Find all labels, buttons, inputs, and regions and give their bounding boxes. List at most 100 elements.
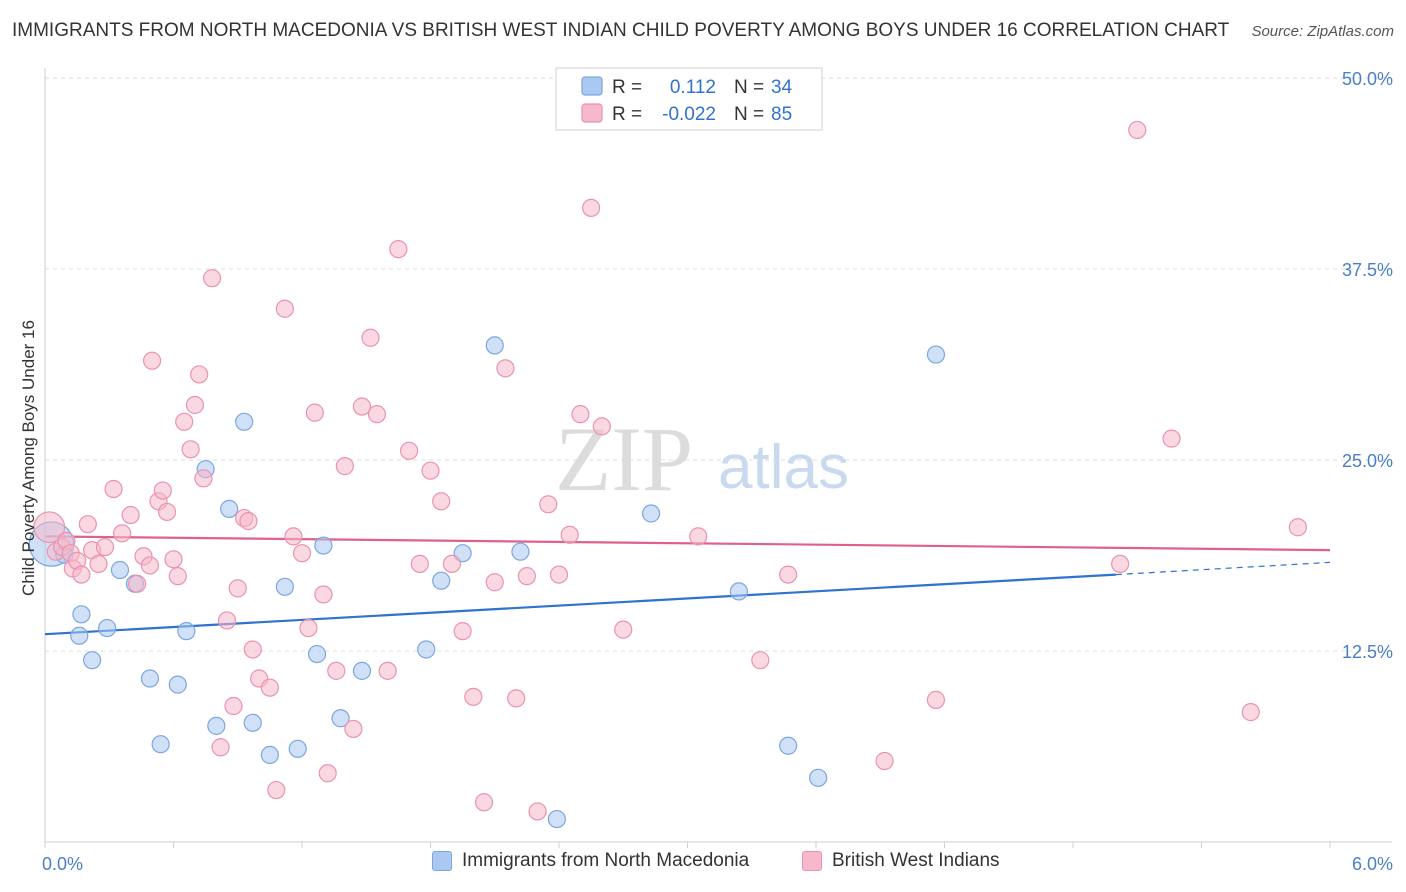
data-point-pink — [399, 441, 419, 460]
data-point-pink — [327, 661, 346, 680]
data-point-pink — [367, 405, 387, 424]
data-point-pink — [121, 505, 140, 525]
data-point-pink — [142, 351, 162, 370]
stats-n-label: N = — [734, 104, 764, 125]
legend-swatch-blue — [432, 851, 452, 871]
data-point-pink — [1128, 120, 1147, 140]
data-point-pink — [89, 554, 108, 574]
data-point-pink — [689, 527, 708, 546]
data-point-pink — [299, 618, 318, 638]
data-point-blue — [352, 661, 372, 680]
legend-label: Immigrants from North Macedonia — [462, 850, 750, 871]
data-point-pink — [875, 751, 894, 771]
data-point-pink — [485, 573, 504, 592]
data-point-pink — [1111, 554, 1130, 574]
data-point-pink — [378, 661, 397, 680]
data-point-blue — [70, 626, 89, 645]
trend-line-blue — [44, 573, 1116, 636]
data-point-pink — [582, 198, 601, 217]
data-point-pink — [507, 689, 526, 708]
data-point-pink — [926, 690, 946, 709]
data-point-blue — [83, 651, 102, 670]
y-tick-label: 12.5% — [1342, 642, 1393, 662]
data-point-pink — [496, 359, 515, 378]
stats-n-value: 34 — [771, 77, 793, 98]
data-point-blue — [809, 768, 828, 787]
data-point-pink — [751, 651, 770, 670]
watermark-atlas: atlas — [718, 433, 849, 502]
data-point-blue — [235, 412, 254, 431]
data-point-blue — [926, 345, 946, 364]
data-point-pink — [361, 328, 380, 347]
data-point-blue — [417, 640, 436, 659]
data-point-pink — [33, 511, 66, 544]
data-point-blue — [307, 644, 327, 664]
data-point-blue — [243, 713, 262, 732]
stats-n-value: 85 — [771, 104, 792, 125]
data-point-pink — [164, 550, 183, 569]
stats-legend-swatch-blue — [581, 76, 603, 96]
data-point-pink — [157, 502, 177, 522]
legend-item-north-macedonia[interactable]: Immigrants from North Macedonia — [432, 850, 749, 872]
data-point-blue — [151, 735, 170, 754]
stats-n-label: N = — [734, 77, 764, 98]
data-point-pink — [217, 611, 237, 630]
data-point-pink — [335, 457, 354, 476]
stats-legend: R = 0.112 N = 34 R = -0.022 N = 85 — [555, 67, 823, 131]
data-point-pink — [202, 269, 222, 288]
trend-line-pink — [44, 535, 1331, 552]
data-point-blue — [511, 542, 530, 561]
data-point-pink — [175, 412, 194, 431]
source-credit: Source: ZipAtlas.com — [1251, 23, 1394, 40]
data-point-pink — [1288, 518, 1307, 537]
data-point-blue — [207, 716, 226, 735]
stats-r-label: R = — [612, 104, 642, 125]
data-point-blue — [432, 571, 451, 590]
x-tick-label: 6.0% — [1352, 854, 1393, 874]
data-point-pink — [181, 440, 200, 459]
chart-title: IMMIGRANTS FROM NORTH MACEDONIA VS BRITI… — [12, 20, 1230, 41]
data-point-pink — [453, 622, 472, 641]
data-point-pink — [194, 469, 213, 488]
data-point-blue — [779, 736, 798, 755]
data-point-blue — [331, 709, 350, 728]
data-point-pink — [571, 405, 590, 424]
data-point-pink — [779, 565, 798, 584]
data-point-pink — [517, 567, 536, 586]
data-point-pink — [275, 299, 294, 318]
data-point-blue — [168, 675, 187, 694]
data-point-blue — [260, 745, 279, 765]
data-point-pink — [539, 495, 558, 514]
data-points — [28, 120, 1307, 829]
stats-r-label: R = — [612, 77, 642, 98]
data-point-pink — [284, 527, 303, 546]
data-point-pink — [104, 479, 123, 499]
data-point-blue — [72, 605, 91, 624]
data-point-blue — [641, 504, 661, 523]
legend-item-british-west-indians[interactable]: British West Indians — [802, 850, 1000, 872]
data-point-blue — [547, 809, 566, 829]
data-point-pink — [267, 780, 286, 800]
data-point-pink — [112, 524, 132, 543]
data-point-pink — [592, 417, 611, 436]
data-point-blue — [314, 536, 333, 555]
tick-labels: 12.5% 25.0% 37.5% 50.0% 0.0% 6.0% — [42, 69, 1393, 874]
data-point-pink — [614, 620, 633, 639]
data-point-pink — [305, 403, 324, 422]
data-point-blue — [729, 582, 749, 601]
data-point-pink — [127, 574, 147, 593]
legend-swatch-pink — [802, 851, 822, 871]
data-point-blue — [220, 499, 239, 518]
data-point-pink — [560, 525, 579, 544]
data-point-pink — [95, 537, 115, 557]
data-point-pink — [190, 365, 209, 384]
data-point-pink — [1241, 703, 1260, 722]
data-point-blue — [275, 577, 294, 596]
data-point-pink — [243, 640, 262, 659]
data-point-pink — [389, 240, 408, 259]
data-point-pink — [140, 556, 160, 575]
data-point-pink — [1162, 429, 1181, 448]
data-point-pink — [318, 764, 337, 783]
stats-r-value: 0.112 — [670, 77, 716, 98]
